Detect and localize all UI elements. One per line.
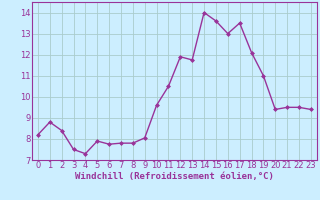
X-axis label: Windchill (Refroidissement éolien,°C): Windchill (Refroidissement éolien,°C) — [75, 172, 274, 181]
